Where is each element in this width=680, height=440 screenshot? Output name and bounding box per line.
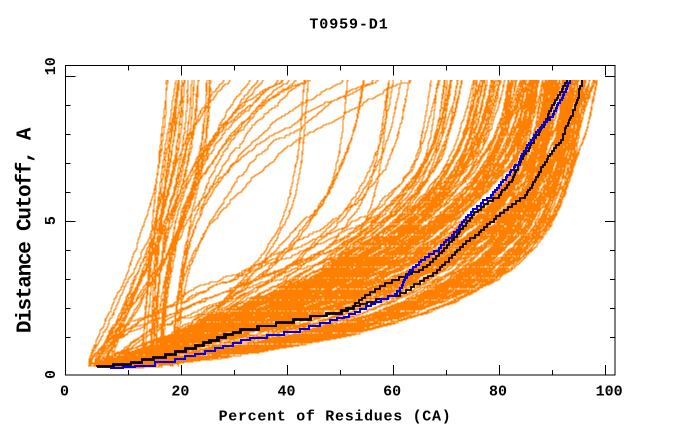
svg-text:Distance Cutoff, A: Distance Cutoff, A: [15, 127, 38, 333]
svg-text:T0959-D1: T0959-D1: [309, 17, 388, 34]
svg-text:0: 0: [43, 370, 60, 379]
svg-text:100: 100: [596, 384, 623, 401]
svg-text:5: 5: [43, 216, 60, 225]
svg-text:80: 80: [489, 384, 507, 401]
svg-text:10: 10: [43, 57, 60, 75]
svg-text:60: 60: [383, 384, 401, 401]
svg-text:40: 40: [277, 384, 295, 401]
svg-text:0: 0: [60, 384, 69, 401]
svg-text:Percent of Residues (CA): Percent of Residues (CA): [219, 409, 452, 426]
svg-text:20: 20: [171, 384, 189, 401]
